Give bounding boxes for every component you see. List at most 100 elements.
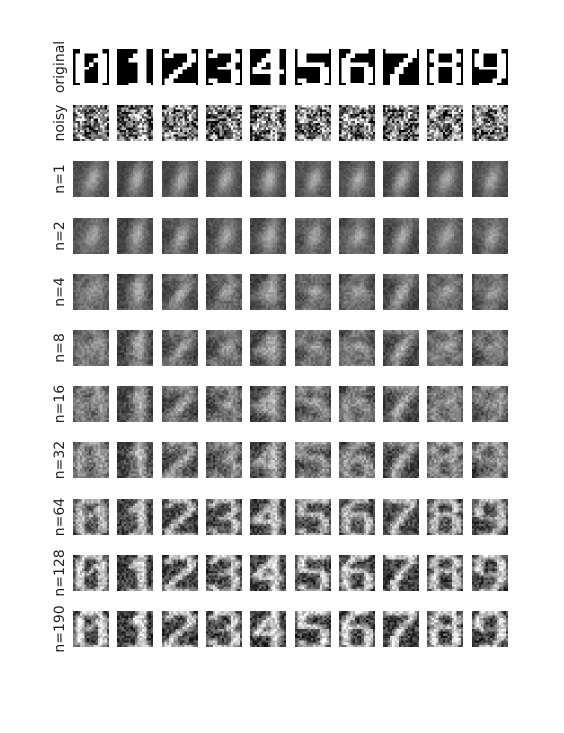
- digit-image-n16-3: [205, 386, 242, 423]
- row-label: n=128: [48, 549, 72, 596]
- digit-image-n128-2: [161, 554, 198, 591]
- digit-image-n190-8: [427, 611, 464, 647]
- digit-image-n64-7: [383, 498, 420, 535]
- digit-image-n16-4: [250, 386, 287, 423]
- digit-image-n32-2: [161, 442, 198, 479]
- row-label: n=16: [48, 385, 72, 423]
- digit-image-n64-2: [161, 498, 198, 535]
- row-label: n=4: [48, 274, 72, 310]
- digit-image-original-1: [117, 49, 154, 85]
- row-label: n=8: [48, 330, 72, 366]
- digit-image-n32-5: [294, 442, 331, 479]
- row-label: n=2: [48, 218, 72, 254]
- row-label-text: n=4: [52, 277, 68, 307]
- digit-image-n128-3: [205, 554, 242, 591]
- row-label: n=64: [48, 497, 72, 535]
- digit-image-n16-0: [73, 386, 109, 423]
- digit-image-n32-7: [383, 442, 420, 479]
- digit-image-n64-0: [73, 498, 109, 535]
- digit-image-noisy-5: [294, 105, 331, 142]
- digit-image-n190-0: [73, 611, 109, 647]
- digit-image-n4-4: [250, 273, 287, 310]
- digit-image-n64-1: [117, 498, 154, 535]
- digit-image-n190-9: [471, 611, 508, 647]
- digit-image-n16-7: [383, 386, 420, 423]
- row-label-text: n=1: [52, 165, 68, 195]
- digit-image-original-4: [250, 49, 287, 85]
- row-label-text: noisy: [52, 105, 68, 142]
- digit-image-original-6: [338, 49, 375, 85]
- row-label-text: n=2: [52, 221, 68, 251]
- digit-image-original-3: [205, 49, 242, 85]
- digit-image-n128-9: [471, 554, 508, 591]
- row-label: n=1: [48, 161, 72, 197]
- digit-image-n1-6: [338, 161, 375, 198]
- digit-image-noisy-4: [250, 105, 287, 142]
- digit-image-n1-8: [427, 161, 464, 198]
- digit-image-original-8: [427, 49, 464, 85]
- digit-image-n32-3: [205, 442, 242, 479]
- digit-image-n64-8: [427, 498, 464, 535]
- digit-image-n64-5: [294, 498, 331, 535]
- digit-image-n8-0: [73, 330, 109, 366]
- digit-image-n4-0: [73, 273, 109, 310]
- digit-image-n2-0: [73, 217, 109, 254]
- digit-image-original-9: [471, 49, 508, 85]
- digit-image-n32-0: [73, 442, 109, 479]
- digit-image-n4-5: [294, 273, 331, 310]
- digit-image-n190-7: [383, 611, 420, 647]
- digit-image-n4-3: [205, 273, 242, 310]
- digit-image-n2-9: [471, 217, 508, 254]
- digit-image-n16-8: [427, 386, 464, 423]
- digit-image-n16-1: [117, 386, 154, 423]
- digit-image-noisy-6: [338, 105, 375, 142]
- digit-image-n190-5: [294, 611, 331, 647]
- digit-image-n8-6: [338, 330, 375, 366]
- digit-image-noisy-3: [205, 105, 242, 142]
- digit-image-n2-4: [250, 217, 287, 254]
- digit-image-noisy-7: [383, 105, 420, 142]
- digit-image-n1-2: [161, 161, 198, 198]
- digit-image-n64-3: [205, 498, 242, 535]
- digit-image-n8-8: [427, 330, 464, 366]
- row-label: n=190: [48, 605, 72, 652]
- digit-image-n8-5: [294, 330, 331, 366]
- digit-image-n128-8: [427, 554, 464, 591]
- digit-image-noisy-1: [117, 105, 154, 142]
- row-label-text: n=16: [52, 385, 68, 423]
- digit-image-n4-2: [161, 273, 198, 310]
- row-label: n=32: [48, 441, 72, 479]
- digit-image-n2-2: [161, 217, 198, 254]
- digit-image-noisy-0: [73, 105, 109, 142]
- digit-image-n4-8: [427, 273, 464, 310]
- digit-image-noisy-9: [471, 105, 508, 142]
- digit-image-n1-7: [383, 161, 420, 198]
- digit-image-n4-9: [471, 273, 508, 310]
- digit-image-n190-3: [205, 611, 242, 647]
- digit-image-n2-1: [117, 217, 154, 254]
- digit-image-n4-6: [338, 273, 375, 310]
- digit-image-n1-9: [471, 161, 508, 198]
- digit-image-n4-7: [383, 273, 420, 310]
- row-label-text: n=190: [52, 605, 68, 652]
- digit-image-n2-6: [338, 217, 375, 254]
- digit-image-n1-5: [294, 161, 331, 198]
- row-label-text: n=128: [52, 549, 68, 596]
- digit-image-n32-1: [117, 442, 154, 479]
- digit-image-n8-9: [471, 330, 508, 366]
- digit-image-n2-3: [205, 217, 242, 254]
- digit-image-n190-1: [117, 611, 154, 647]
- digit-image-n16-6: [338, 386, 375, 423]
- digit-image-n32-8: [427, 442, 464, 479]
- digit-image-original-7: [383, 49, 420, 85]
- digit-image-n2-5: [294, 217, 331, 254]
- digit-image-n1-4: [250, 161, 287, 198]
- digit-image-n128-4: [250, 554, 287, 591]
- digit-image-n64-4: [250, 498, 287, 535]
- digit-image-n8-2: [161, 330, 198, 366]
- digit-image-n16-9: [471, 386, 508, 423]
- digit-image-noisy-2: [161, 105, 198, 142]
- digit-image-n190-2: [161, 611, 198, 647]
- row-label-text: n=64: [52, 497, 68, 535]
